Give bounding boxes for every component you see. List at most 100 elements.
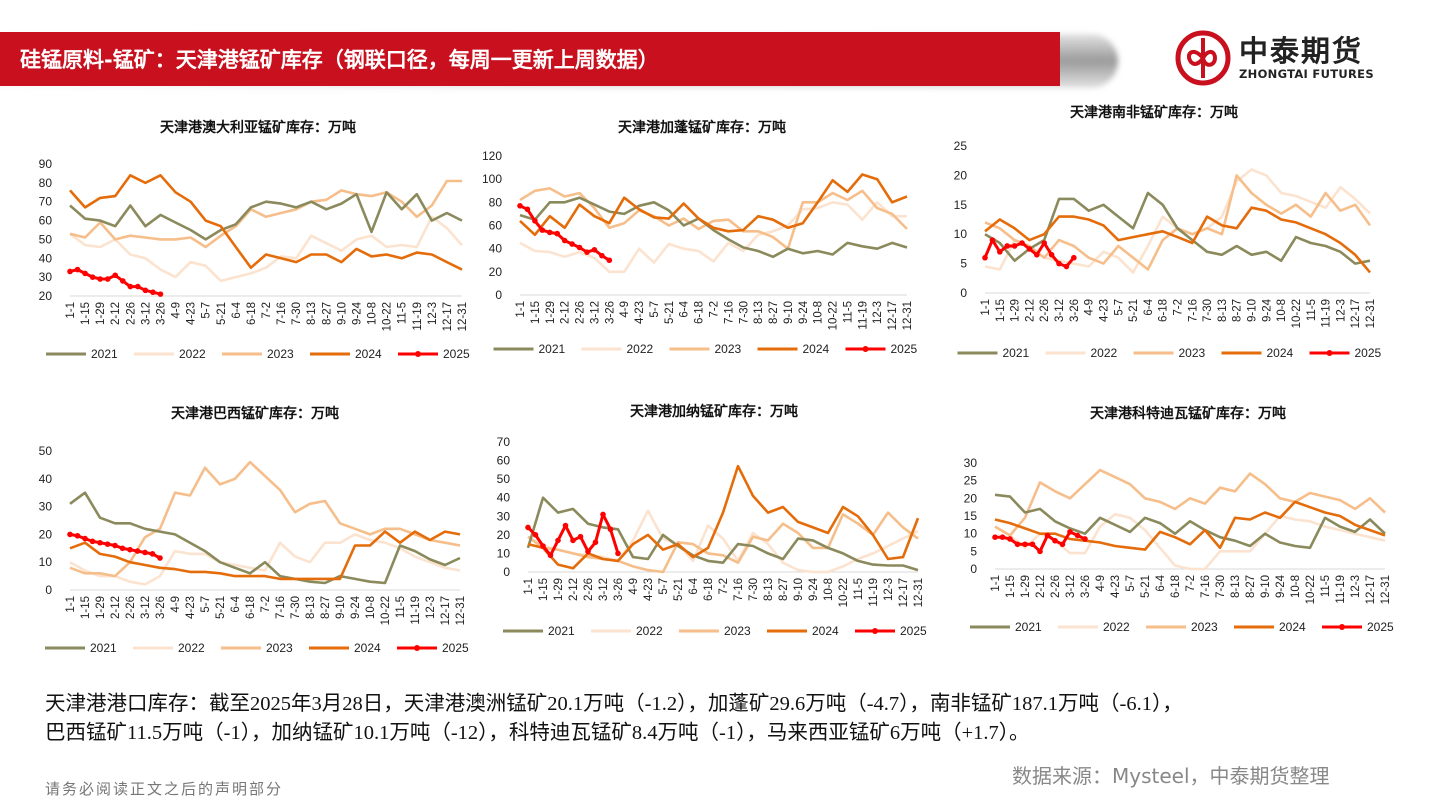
- x-tick-label: 1-15: [530, 301, 542, 324]
- x-tick-label: 5-21: [216, 302, 228, 325]
- x-tick-label: 12-17: [887, 301, 899, 330]
- legend-label-2022: 2022: [1091, 346, 1118, 360]
- legend-label-2025: 2025: [443, 347, 470, 361]
- x-tick-label: 2-26: [583, 578, 595, 601]
- chart-2: 0 20 40 60 80 100 120 1-1 1-15 1-29 2-12 2-26 3-12 3-…: [482, 149, 918, 356]
- data-point-2025: [1071, 254, 1077, 261]
- x-tick-label: 11-19: [868, 578, 880, 607]
- x-tick-label: 1-15: [80, 302, 92, 325]
- x-tick-label: 5-21: [664, 301, 676, 324]
- data-point-2025: [539, 227, 546, 233]
- legend-label-2021: 2021: [548, 624, 575, 638]
- x-tick-label: 3-12: [140, 596, 152, 619]
- data-point-2025: [569, 241, 575, 247]
- data-point-2025: [1063, 263, 1070, 270]
- y-tick-label: 30: [497, 509, 511, 523]
- x-tick-label: 12-31: [457, 302, 469, 331]
- y-tick-label: 50: [497, 472, 511, 486]
- x-tick-label: 6-4: [679, 300, 691, 317]
- x-tick-label: 6-18: [694, 301, 706, 324]
- x-tick-label: 2-12: [110, 596, 122, 619]
- x-tick-label: 1-29: [1010, 299, 1022, 322]
- y-tick-label: 30: [964, 456, 978, 470]
- chart-title: 天津港澳大利亚锰矿库存：万吨: [160, 120, 356, 136]
- legend-label-2024: 2024: [1267, 346, 1294, 360]
- y-tick-label: 25: [954, 139, 968, 153]
- y-tick-label: 0: [45, 583, 52, 597]
- x-tick-label: 12-3: [1335, 299, 1347, 322]
- x-tick-label: 2-12: [568, 578, 580, 601]
- y-tick-label: 60: [489, 219, 503, 233]
- series-line-2023: [994, 468, 1386, 537]
- x-tick-label: 12-17: [898, 578, 910, 607]
- x-tick-label: 2-26: [125, 596, 137, 619]
- x-tick-label: 12-3: [872, 301, 884, 324]
- x-tick-label: 8-13: [306, 302, 318, 325]
- x-tick-label: 3-12: [589, 301, 601, 324]
- data-point-2025: [127, 283, 134, 290]
- legend-label-2021: 2021: [1003, 346, 1030, 360]
- company-logo: 中泰期货 ZHONGTAI FUTURES: [1175, 30, 1374, 86]
- data-point-2025: [142, 549, 148, 556]
- data-point-2025: [89, 538, 96, 545]
- legend-label-2022: 2022: [178, 641, 205, 655]
- x-tick-label: 5-21: [215, 596, 227, 619]
- y-tick-label: 20: [39, 527, 53, 541]
- data-point-2025: [599, 252, 605, 259]
- x-tick-label: 4-23: [1110, 575, 1122, 598]
- x-tick-label: 12-3: [427, 302, 439, 325]
- legend-label-2023: 2023: [724, 624, 751, 638]
- x-tick-label: 2-12: [560, 301, 572, 324]
- x-tick-label: 10-8: [823, 578, 835, 601]
- x-tick-label: 10-22: [382, 302, 394, 331]
- y-tick-label: 10: [39, 555, 53, 569]
- legend-label-2022: 2022: [1103, 620, 1130, 634]
- x-tick-label: 8-27: [778, 578, 790, 601]
- x-tick-label: 7-16: [1187, 299, 1199, 322]
- y-tick-label: 120: [482, 149, 502, 163]
- x-tick-label: 4-9: [170, 596, 182, 613]
- x-tick-label: 7-16: [733, 578, 745, 601]
- y-tick-label: 20: [954, 168, 968, 182]
- x-tick-label: 1-29: [1020, 575, 1032, 598]
- legend-label-2023: 2023: [266, 641, 293, 655]
- x-tick-label: 9-24: [1261, 298, 1273, 322]
- x-tick-label: 7-2: [260, 596, 272, 613]
- legend-label-2024: 2024: [354, 641, 381, 655]
- y-tick-label: 70: [497, 435, 511, 449]
- data-point-2025: [97, 539, 103, 546]
- summary-line-1: 天津港港口库存：截至2025年3月28日，天津港澳洲锰矿20.1万吨（-1.2）…: [45, 693, 1183, 715]
- x-tick-label: 7-30: [1215, 575, 1227, 598]
- x-tick-label: 10-22: [380, 596, 392, 625]
- x-tick-label: 9-24: [798, 300, 810, 324]
- data-point-2025: [1056, 260, 1062, 267]
- x-tick-label: 1-1: [523, 578, 535, 595]
- legend-label-2025: 2025: [442, 641, 469, 655]
- chart-title: 天津港南非锰矿库存：万吨: [1070, 105, 1238, 121]
- series-line-2024: [69, 174, 463, 271]
- y-tick-label: 70: [39, 195, 53, 209]
- y-tick-label: 30: [39, 500, 53, 514]
- data-point-2025: [112, 272, 119, 279]
- y-tick-label: 90: [39, 157, 53, 171]
- x-tick-label: 5-21: [673, 578, 685, 601]
- x-tick-label: 2-26: [575, 301, 587, 324]
- data-point-2025: [989, 237, 996, 243]
- x-tick-label: 1-1: [980, 299, 992, 316]
- x-tick-label: 2-26: [125, 302, 137, 325]
- x-tick-label: 5-21: [1128, 299, 1140, 322]
- data-point-2025: [540, 543, 546, 549]
- y-tick-label: 60: [39, 214, 53, 228]
- y-tick-label: 50: [39, 232, 53, 246]
- data-point-2025: [1007, 536, 1013, 542]
- data-point-2025: [1041, 240, 1048, 246]
- data-point-2025: [1082, 536, 1088, 542]
- x-tick-label: 9-10: [336, 302, 348, 325]
- x-tick-label: 4-9: [1095, 575, 1107, 592]
- x-tick-label: 5-21: [1140, 575, 1152, 598]
- y-tick-label: 40: [39, 472, 53, 486]
- x-tick-label: 4-23: [186, 302, 198, 325]
- legend-marker-2025: [1339, 624, 1345, 630]
- y-tick-label: 0: [503, 565, 510, 579]
